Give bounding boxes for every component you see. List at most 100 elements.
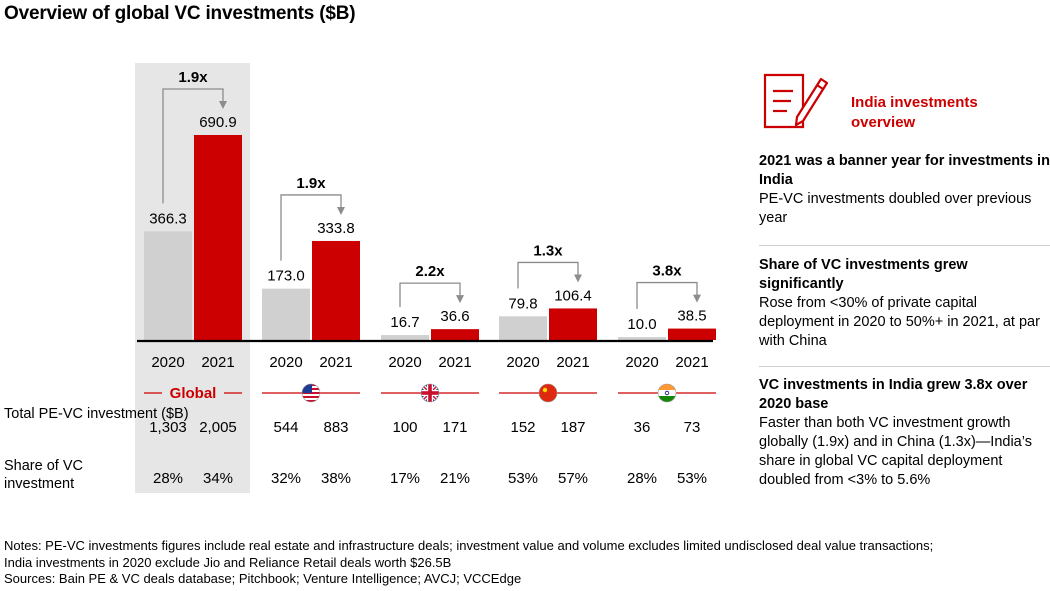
year-label: 2021	[201, 354, 234, 371]
flag-band	[658, 396, 676, 402]
vc-share-value: 21%	[440, 470, 470, 487]
total-pe-vc-value: 544	[273, 419, 298, 436]
flag-outline	[420, 383, 440, 403]
insight-section-3: VC investments in India grew 3.8x over 2…	[759, 376, 1050, 490]
flag-band	[658, 384, 676, 390]
row-label-total-pe-vc: Total PE-VC investment ($B)	[4, 406, 189, 422]
bar-2021	[431, 329, 479, 340]
us-flag-icon	[301, 383, 321, 403]
panel-title: India investments overview	[851, 94, 978, 131]
total-pe-vc-value: 100	[392, 419, 417, 436]
flag-body	[421, 384, 439, 402]
growth-arrow	[280, 194, 345, 261]
footnotes: Notes: PE-VC investments figures include…	[4, 538, 933, 588]
growth-multiplier: 2.2x	[415, 263, 445, 280]
insight-section-2: Share of VC investments grew significant…	[759, 256, 1050, 351]
year-label: 2021	[319, 354, 352, 371]
year-label: 2020	[625, 354, 658, 371]
flag-body	[302, 384, 320, 402]
bar-2021	[194, 135, 242, 340]
year-label: 2020	[269, 354, 302, 371]
bar-2020	[618, 337, 666, 340]
flag-canton	[302, 384, 312, 393]
total-pe-vc-value: 187	[560, 419, 585, 436]
data-label-2020: 10.0	[627, 316, 656, 333]
data-label-2021: 106.4	[554, 287, 592, 304]
data-label-2021: 690.9	[199, 114, 237, 131]
bar-chart: 366.3 690.9 1.9x 2020 2021 1,303 2,005 28% 34% Gl…	[135, 63, 716, 493]
insight-section-1: 2021 was a banner year for investments i…	[759, 152, 1050, 228]
vc-share-value: 57%	[558, 470, 588, 487]
data-label-2021: 38.5	[677, 308, 706, 325]
bar-2020	[381, 335, 429, 340]
panel-divider	[759, 366, 1050, 367]
flag-outline	[657, 383, 677, 403]
flag-stripe	[302, 396, 320, 398]
insight-heading: VC investments in India grew 3.8x over 2…	[759, 377, 1028, 412]
region-label-global: Global	[170, 385, 217, 402]
data-label-2021: 36.6	[440, 308, 469, 325]
row-label-vc-share: Share of VC investment	[4, 458, 83, 492]
vc-share-value: 53%	[508, 470, 538, 487]
vc-share-value: 38%	[321, 470, 351, 487]
note-line-1: Notes: PE-VC investments figures include…	[4, 538, 934, 553]
data-label-2020: 79.8	[508, 295, 537, 312]
total-pe-vc-value: 1,303	[149, 419, 187, 436]
total-pe-vc-value: 36	[634, 419, 651, 436]
data-label-2020: 173.0	[267, 268, 305, 285]
bar-2021	[312, 240, 360, 340]
insight-heading: Share of VC investments grew significant…	[759, 257, 968, 292]
vc-share-value: 34%	[203, 470, 233, 487]
flag-cross	[428, 384, 432, 402]
insight-body: PE-VC investments doubled over previous …	[759, 191, 1032, 226]
vc-share-value: 53%	[677, 470, 707, 487]
year-label: 2021	[675, 354, 708, 371]
total-pe-vc-value: 152	[510, 419, 535, 436]
flag-stripe	[302, 400, 320, 402]
insight-body: Faster than both VC investment growth gl…	[759, 415, 1032, 488]
page-title: Overview of global VC investments ($B)	[4, 3, 356, 24]
note-line-2: India investments in 2020 exclude Jio an…	[4, 554, 452, 570]
flag-body	[658, 384, 676, 402]
year-label: 2021	[438, 354, 471, 371]
insight-heading: 2021 was a banner year for investments i…	[759, 153, 1050, 188]
flag-chakra	[664, 390, 670, 396]
growth-arrow	[399, 282, 464, 308]
flag-body	[539, 384, 557, 402]
total-pe-vc-value: 2,005	[199, 419, 237, 436]
total-pe-vc-value: 883	[323, 419, 348, 436]
bar-2021	[549, 308, 597, 340]
india-flag-icon	[657, 383, 677, 403]
flag-outline	[301, 383, 321, 403]
insight-body: Rose from <30% of private capital deploy…	[759, 295, 1040, 349]
bar-2021	[668, 328, 716, 340]
growth-multiplier: 1.9x	[296, 175, 326, 192]
document-pencil-icon	[763, 73, 829, 129]
vc-share-value: 28%	[153, 470, 183, 487]
growth-multiplier: 1.3x	[533, 242, 563, 259]
bar-2020	[144, 231, 192, 340]
year-label: 2020	[506, 354, 539, 371]
vc-share-value: 32%	[271, 470, 301, 487]
data-label-2021: 333.8	[317, 220, 355, 237]
year-label: 2020	[388, 354, 421, 371]
bar-2020	[262, 288, 310, 340]
growth-multiplier: 3.8x	[652, 263, 682, 280]
growth-multiplier: 1.9x	[178, 69, 208, 86]
data-label-2020: 366.3	[149, 210, 187, 227]
vc-share-value: 28%	[627, 470, 657, 487]
flag-outline	[538, 383, 558, 403]
note-line-3: Sources: Bain PE & VC deals database; Pi…	[4, 571, 522, 586]
growth-arrow	[162, 88, 227, 204]
china-flag-icon	[538, 383, 558, 403]
growth-arrow	[517, 261, 582, 289]
growth-arrow	[636, 281, 701, 310]
flag-star	[542, 387, 548, 393]
flag-band	[658, 390, 676, 396]
data-label-2020: 16.7	[390, 314, 419, 331]
total-pe-vc-value: 171	[442, 419, 467, 436]
year-label: 2020	[151, 354, 184, 371]
bar-2020	[499, 316, 547, 340]
panel-divider	[759, 245, 1050, 246]
total-pe-vc-value: 73	[684, 419, 701, 436]
